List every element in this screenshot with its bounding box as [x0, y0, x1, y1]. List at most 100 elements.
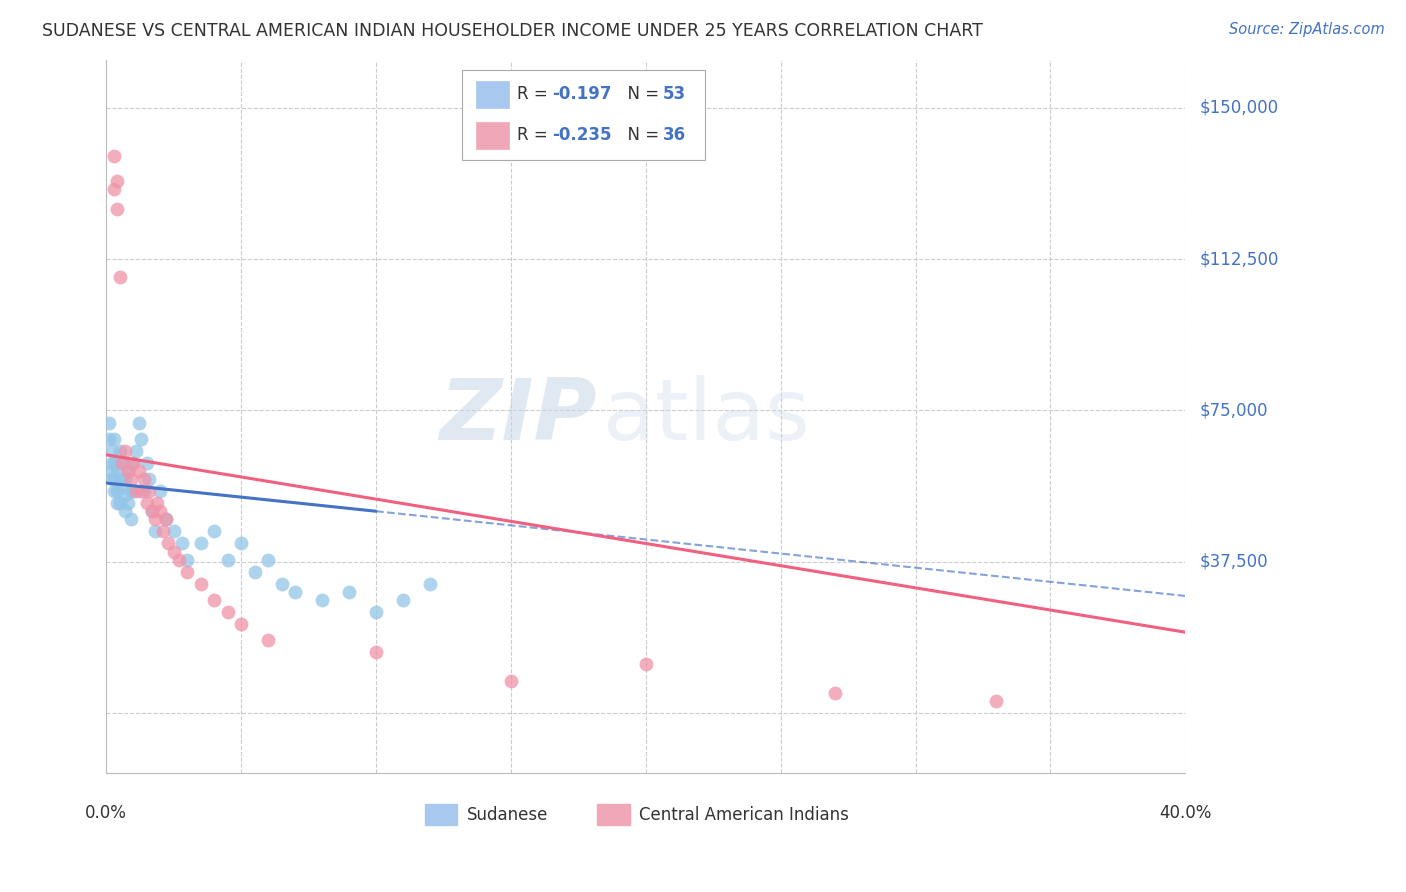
Text: -0.197: -0.197: [553, 86, 612, 103]
Point: [163, 544, 186, 558]
Point: [499, 673, 522, 688]
Point: [190, 536, 212, 550]
Point: [634, 657, 657, 672]
Point: [114, 443, 136, 458]
Point: [141, 504, 163, 518]
Bar: [598, 804, 630, 825]
Text: 0.0%: 0.0%: [86, 804, 127, 822]
Point: [125, 484, 148, 499]
Text: 40.0%: 40.0%: [1159, 804, 1212, 822]
Point: [105, 496, 128, 510]
Point: [202, 524, 225, 539]
Text: ZIP: ZIP: [440, 375, 598, 458]
Text: R =: R =: [517, 86, 554, 103]
Point: [122, 456, 145, 470]
Point: [229, 536, 252, 550]
Point: [337, 585, 360, 599]
Point: [111, 456, 134, 470]
Point: [392, 593, 415, 607]
Point: [146, 496, 169, 510]
Point: [364, 645, 387, 659]
Text: 53: 53: [664, 86, 686, 103]
Text: $75,000: $75,000: [1199, 401, 1268, 419]
Point: [125, 443, 148, 458]
Point: [824, 686, 846, 700]
Point: [131, 484, 153, 499]
Point: [117, 464, 139, 478]
Point: [132, 484, 155, 499]
Text: N =: N =: [617, 86, 664, 103]
Point: [155, 512, 177, 526]
Point: [128, 416, 150, 430]
Text: Source: ZipAtlas.com: Source: ZipAtlas.com: [1229, 22, 1385, 37]
Bar: [425, 804, 457, 825]
Point: [138, 472, 160, 486]
Point: [141, 504, 163, 518]
Point: [149, 484, 172, 499]
Text: -0.235: -0.235: [553, 127, 612, 145]
Point: [143, 512, 166, 526]
Point: [135, 496, 157, 510]
Point: [103, 181, 125, 195]
Point: [105, 173, 128, 187]
Point: [132, 472, 155, 486]
Point: [120, 472, 142, 486]
Point: [152, 524, 174, 539]
Text: $37,500: $37,500: [1199, 553, 1268, 571]
Point: [108, 443, 131, 458]
Text: atlas: atlas: [603, 375, 811, 458]
Point: [155, 512, 177, 526]
Point: [103, 149, 125, 163]
Point: [103, 484, 125, 499]
Point: [114, 472, 136, 486]
Point: [257, 633, 280, 648]
Point: [105, 484, 128, 499]
Point: [108, 496, 131, 510]
Point: [122, 456, 145, 470]
FancyBboxPatch shape: [463, 70, 704, 160]
Point: [122, 484, 145, 499]
Point: [117, 496, 139, 510]
Point: [217, 605, 239, 619]
Point: [105, 464, 128, 478]
Point: [103, 472, 125, 486]
Point: [170, 536, 193, 550]
Point: [176, 565, 198, 579]
Point: [97, 432, 120, 446]
Point: [167, 552, 190, 566]
Text: $112,500: $112,500: [1199, 250, 1278, 268]
Point: [229, 617, 252, 632]
Point: [190, 577, 212, 591]
Point: [284, 585, 307, 599]
Point: [103, 432, 125, 446]
Point: [100, 456, 122, 470]
Point: [986, 694, 1008, 708]
Point: [143, 524, 166, 539]
Text: $150,000: $150,000: [1199, 99, 1278, 117]
Point: [176, 552, 198, 566]
Text: Sudanese: Sudanese: [467, 805, 548, 823]
Point: [419, 577, 441, 591]
Point: [131, 432, 153, 446]
Point: [257, 552, 280, 566]
Text: N =: N =: [617, 127, 664, 145]
Point: [120, 512, 142, 526]
Point: [97, 416, 120, 430]
Point: [108, 472, 131, 486]
Point: [149, 504, 172, 518]
Bar: [477, 122, 509, 149]
Point: [111, 456, 134, 470]
Text: R =: R =: [517, 127, 554, 145]
Point: [270, 577, 292, 591]
Text: Central American Indians: Central American Indians: [640, 805, 849, 823]
Point: [243, 565, 266, 579]
Point: [135, 456, 157, 470]
Point: [111, 480, 134, 494]
Point: [202, 593, 225, 607]
Point: [105, 202, 128, 216]
Point: [100, 443, 122, 458]
Point: [157, 536, 180, 550]
Point: [120, 484, 142, 499]
Point: [100, 472, 122, 486]
Point: [108, 270, 131, 285]
